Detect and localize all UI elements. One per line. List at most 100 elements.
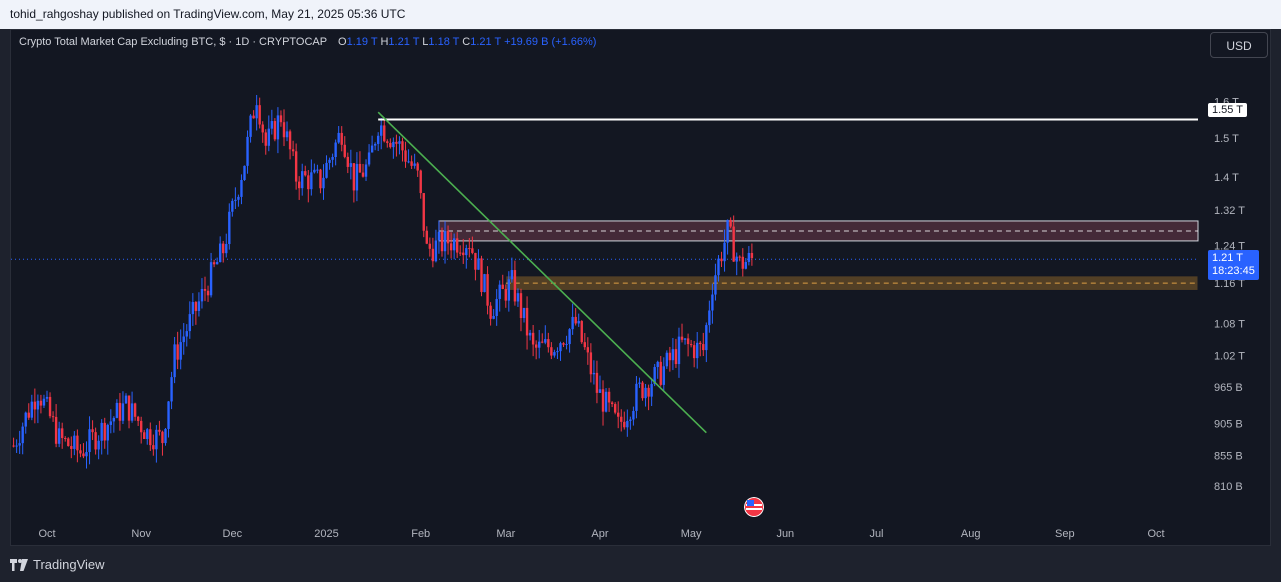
candle-body [149,429,152,446]
candle-body [398,141,401,144]
candle-body [304,171,307,176]
candle-body [48,396,52,417]
price-chart[interactable]: 1.6 T1.5 T1.4 T1.32 T1.24 T1.16 T1.08 T1… [11,30,1271,546]
candle-body [70,446,73,449]
candle-body [446,230,450,244]
candle-body [720,258,723,262]
candle-body [592,372,596,375]
candle-body [729,219,732,227]
candle-body [525,307,529,336]
y-tick-label: 1.02 T [1214,351,1245,363]
y-tick-label: 1.32 T [1214,205,1245,217]
chart-panel[interactable]: 1.6 T1.5 T1.4 T1.32 T1.24 T1.16 T1.08 T1… [10,29,1271,546]
candle-body [33,401,37,410]
candle-body [322,177,325,189]
currency-button[interactable]: USD [1210,32,1268,58]
candle-body [410,161,413,166]
candle-body [376,135,380,144]
candle-body [373,143,377,146]
tradingview-logo-icon[interactable] [10,559,28,571]
candle-body [471,248,474,253]
candle-body [386,141,389,143]
candle-body [276,115,280,140]
candle-body [127,395,131,421]
candle-body [620,416,623,422]
candle-body [383,125,386,142]
candle-body [112,417,116,422]
live-price-tag: 1.21 T 18:23:45 [1208,250,1259,280]
candle-body [267,128,270,146]
candle-body [97,440,100,450]
candle-body [209,262,213,296]
candle-body [182,336,185,343]
candle-body [42,398,46,406]
candle-body [516,293,520,302]
x-tick-label: Nov [131,528,151,540]
candle-body [45,396,49,399]
candle-body [346,156,349,167]
candle-body [604,391,608,412]
candle-body [103,422,106,441]
candle-body [465,248,468,256]
x-tick-label: May [681,528,702,540]
candle-body [428,243,432,249]
candle-body [337,132,340,143]
candle-body [188,314,192,332]
us-flag-icon[interactable] [744,497,764,517]
candle-body [203,289,207,291]
live-price-value: 1.21 T [1212,252,1243,264]
candle-body [12,445,15,447]
candle-body [686,338,690,345]
candle-body [130,403,134,421]
candle-body [246,136,249,166]
candle-body [711,294,714,311]
candle-body [191,302,195,315]
candle-body [683,338,687,340]
symbol-title: Crypto Total Market Cap Excluding BTC, $… [19,36,327,48]
live-countdown: 18:23:45 [1212,265,1255,277]
candle-body [136,416,140,421]
candle-body [27,412,30,418]
candle-body [726,219,729,243]
candle-body [425,230,428,244]
candle-body [73,435,76,449]
candle-body [340,132,343,145]
candle-body [228,211,231,245]
candle-body [671,349,675,361]
candle-body [477,258,480,270]
candle-body [677,336,681,365]
y-tick-label: 855 B [1214,450,1243,462]
open-label: O [338,36,347,48]
candle-body [483,274,486,293]
x-tick-label: Feb [411,528,430,540]
close-label: C [462,36,471,48]
candle-body [380,125,383,136]
candle-body [568,329,571,345]
candle-body [170,377,173,402]
candle-body [334,142,337,158]
candle-body [644,387,647,399]
footer-brand[interactable]: TradingView [33,557,105,572]
candle-body [674,349,678,365]
candle-body [279,115,283,123]
y-tick-label: 810 B [1214,481,1243,493]
downtrend-line [377,111,707,434]
candle-body [480,258,483,293]
candle-body [234,199,237,201]
candle-body [240,180,243,197]
candle-body [468,248,471,250]
candle-body [225,244,228,254]
candle-body [200,289,204,302]
candle-body [76,435,79,451]
candle-body [358,163,362,173]
candle-body [100,422,103,441]
candle-body [653,367,656,385]
candle-body [139,420,143,433]
candle-body [623,421,626,428]
y-tick-label: 1.24 T [1214,240,1245,252]
candle-body [613,404,617,413]
candle-body [449,243,453,251]
candle-body [741,256,744,269]
candle-body [161,431,164,444]
candle-body [738,256,741,258]
